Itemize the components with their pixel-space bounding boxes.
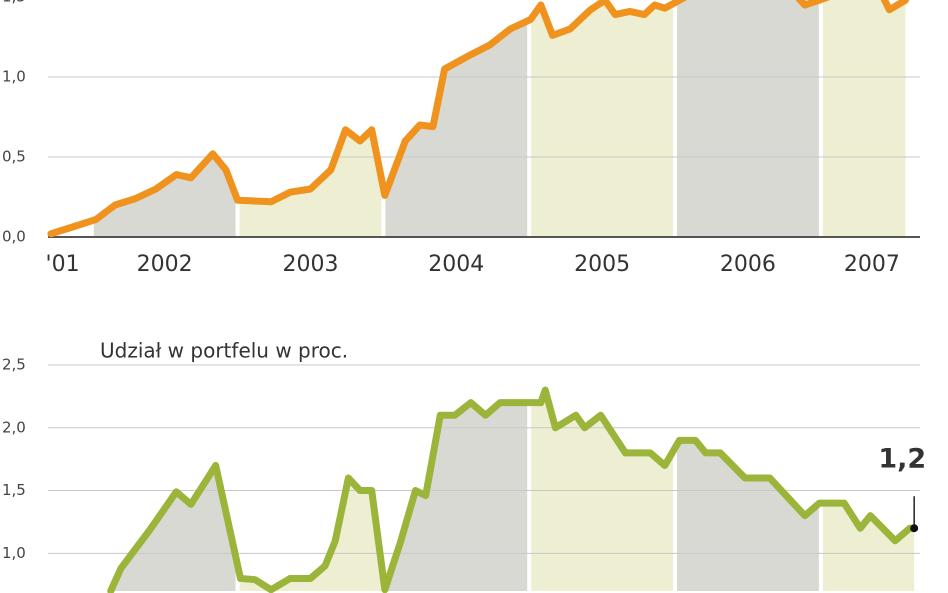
- year-band: [531, 390, 674, 591]
- y-tick-label: 2,5: [2, 356, 26, 374]
- x-tick-label: 2003: [282, 252, 338, 277]
- y-tick-label: 1,5: [2, 481, 26, 499]
- x-tick-label: 2004: [428, 252, 484, 277]
- y-tick-label: 2,0: [2, 418, 26, 436]
- annotation: 1,2: [878, 444, 926, 475]
- year-band: [677, 0, 819, 237]
- data-line: [107, 386, 918, 593]
- year-band: [822, 390, 915, 591]
- year-band: [531, 0, 674, 237]
- x-tick-label: 2007: [844, 252, 900, 277]
- x-tick-label: 2002: [137, 252, 193, 277]
- year-band: [822, 0, 906, 237]
- end-dot: [910, 524, 919, 533]
- year-band: [385, 390, 528, 591]
- subtitle: Udział w portfelu w proc.: [100, 339, 348, 363]
- x-tick-label: '01: [46, 252, 80, 277]
- x-tick-label: 2006: [720, 252, 776, 277]
- year-band: [239, 390, 382, 591]
- x-tick-label: 2005: [574, 252, 630, 277]
- year-band: [110, 390, 236, 591]
- y-tick-label: 0,5: [2, 148, 26, 166]
- data-line: [47, 0, 909, 238]
- y-tick-label: 1,0: [2, 544, 26, 562]
- y-tick-label: 0,0: [2, 228, 26, 246]
- y-tick-label: 1,5: [2, 0, 26, 6]
- y-tick-label: 1,0: [2, 68, 26, 86]
